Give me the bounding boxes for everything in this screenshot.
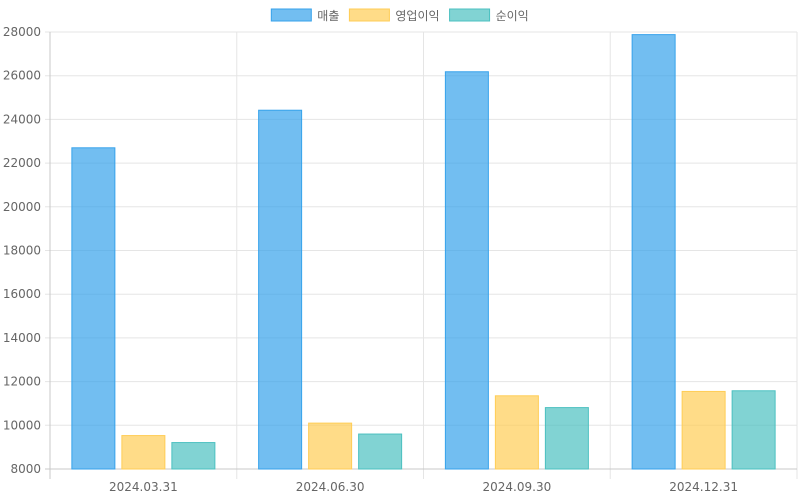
y-tick-label: 22000 bbox=[3, 156, 41, 170]
bar-2-3[interactable] bbox=[494, 395, 539, 470]
y-tick-label: 26000 bbox=[3, 69, 41, 83]
y-axis-ticks: 8000 10000 12000 14000 16000 18000 20000 22000 2… bbox=[3, 25, 41, 476]
y-tick-label: 10000 bbox=[3, 418, 41, 432]
bar-3-4[interactable] bbox=[731, 390, 776, 470]
bar-3-3[interactable] bbox=[544, 407, 589, 470]
bar-2-4[interactable] bbox=[681, 390, 726, 470]
y-tick-label: 24000 bbox=[3, 112, 41, 126]
bar-2-1[interactable] bbox=[121, 435, 166, 470]
legend-swatch-1[interactable] bbox=[270, 8, 312, 22]
bar-1-1[interactable] bbox=[71, 147, 116, 470]
x-tick-label: 2024.06.30 bbox=[296, 480, 365, 494]
legend-swatch-3[interactable] bbox=[449, 8, 491, 22]
legend-swatch-2[interactable] bbox=[348, 8, 390, 22]
bar-3-1[interactable] bbox=[171, 442, 216, 470]
y-tick-label: 14000 bbox=[3, 331, 41, 345]
y-tick-label: 8000 bbox=[10, 462, 41, 476]
legend-label: 영업이익 bbox=[395, 9, 439, 23]
x-tick-label: 2024.03.31 bbox=[109, 480, 178, 494]
y-tick-label: 16000 bbox=[3, 287, 41, 301]
bar-1-2[interactable] bbox=[258, 109, 303, 470]
bar-2-2[interactable] bbox=[308, 422, 353, 470]
y-tick-label: 12000 bbox=[3, 375, 41, 389]
grid-lines bbox=[45, 31, 798, 479]
legend: 매출 영업이익 순이익 bbox=[270, 8, 529, 23]
bar-1-4[interactable] bbox=[631, 34, 676, 470]
x-tick-label: 2024.12.31 bbox=[669, 480, 738, 494]
bar-3-2[interactable] bbox=[358, 433, 403, 470]
bar-1-3[interactable] bbox=[444, 71, 489, 470]
legend-label: 순이익 bbox=[496, 9, 529, 23]
x-tick-label: 2024.09.30 bbox=[483, 480, 552, 494]
bars bbox=[71, 34, 776, 470]
x-axis-ticks: 2024.03.31 2024.06.30 2024.09.30 2024.12.31 bbox=[109, 480, 738, 494]
legend-label: 매출 bbox=[317, 9, 339, 23]
y-tick-label: 28000 bbox=[3, 25, 41, 39]
y-tick-label: 20000 bbox=[3, 200, 41, 214]
y-tick-label: 18000 bbox=[3, 244, 41, 258]
